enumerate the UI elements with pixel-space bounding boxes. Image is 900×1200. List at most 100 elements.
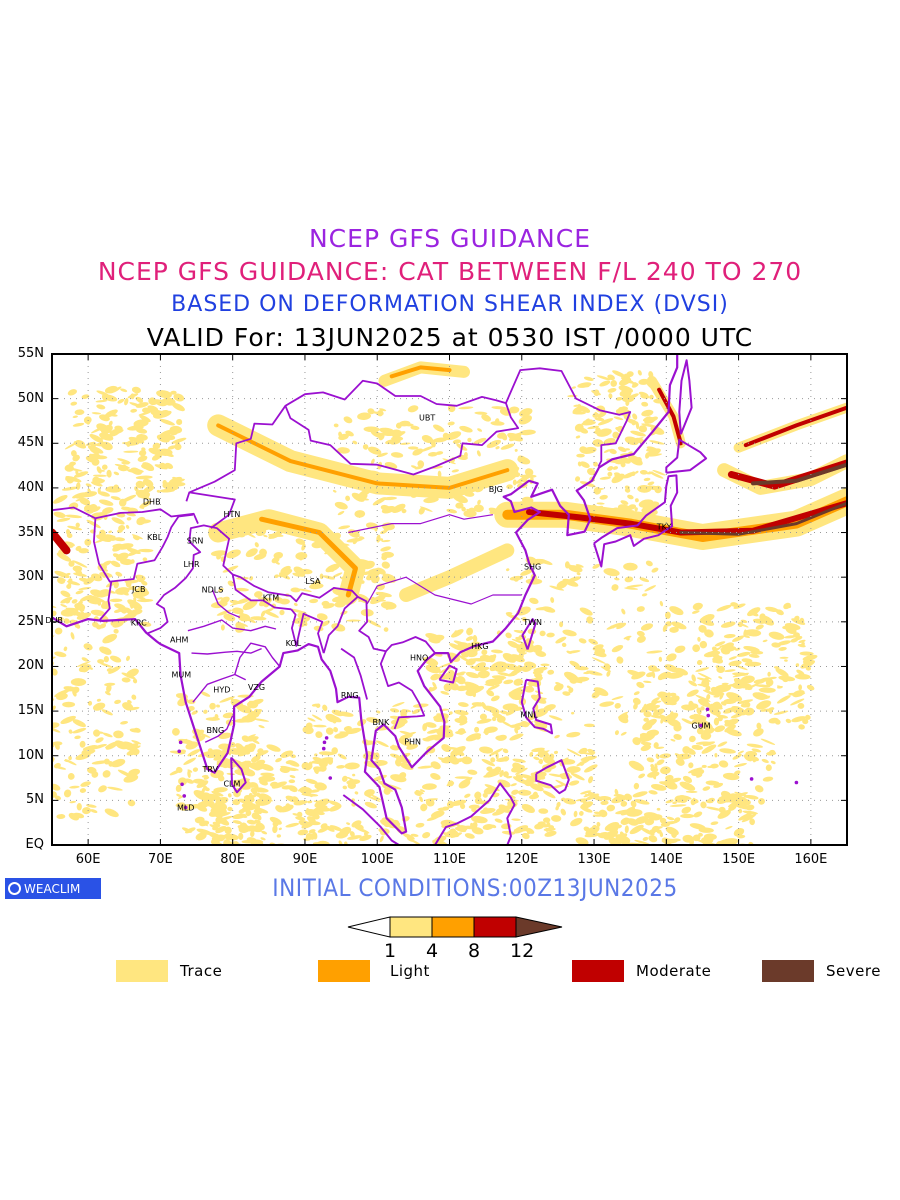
trace-speckle <box>491 649 503 654</box>
trace-speckle <box>133 596 137 602</box>
trace-speckle <box>548 825 555 831</box>
trace-speckle <box>80 497 91 506</box>
island-dot <box>322 740 327 745</box>
trace-speckle <box>71 450 77 457</box>
trace-speckle <box>495 666 507 673</box>
station-label: SRN <box>187 537 204 546</box>
scale-segment <box>473 916 517 938</box>
trace-speckle <box>437 807 450 811</box>
trace-speckle <box>266 744 281 752</box>
trace-speckle <box>325 825 335 832</box>
trace-speckle <box>314 805 328 814</box>
trace-speckle <box>290 608 306 614</box>
trace-speckle <box>795 663 800 667</box>
trace-speckle <box>529 794 540 800</box>
trace-speckle <box>314 579 321 586</box>
trace-speckle <box>338 525 351 530</box>
trace-speckle <box>562 579 569 583</box>
trace-speckle <box>465 733 482 742</box>
trace-speckle <box>713 717 720 726</box>
trace-speckle <box>85 417 91 425</box>
trace-speckle <box>742 810 758 815</box>
trace-speckle <box>427 452 438 457</box>
trace-speckle <box>318 751 335 756</box>
trace-speckle <box>613 416 624 421</box>
trace-speckle <box>692 834 701 842</box>
trace-speckle <box>518 415 532 425</box>
trace-speckle <box>630 800 637 808</box>
trace-speckle <box>778 646 787 651</box>
trace-speckle <box>509 667 524 676</box>
trace-speckle <box>134 486 139 492</box>
trace-speckle <box>68 541 75 547</box>
trace-speckle <box>352 537 358 545</box>
trace-speckle <box>309 794 313 798</box>
trace-speckle <box>285 760 295 765</box>
island-dot <box>178 740 183 745</box>
trace-speckle <box>390 452 404 458</box>
trace-speckle <box>627 393 639 400</box>
trace-speckle <box>52 727 61 733</box>
trace-speckle <box>485 678 503 686</box>
trace-speckle <box>433 713 449 723</box>
trace-speckle <box>139 415 151 423</box>
trace-speckle <box>607 466 614 471</box>
trace-speckle <box>805 666 812 671</box>
trace-speckle <box>86 766 97 774</box>
coastline-asia <box>52 354 679 835</box>
trace-speckle <box>148 447 164 456</box>
trace-speckle <box>352 440 358 445</box>
trace-speckle <box>309 598 319 604</box>
trace-speckle <box>142 557 148 562</box>
border-indochina <box>379 650 426 730</box>
trace-speckle <box>90 573 103 582</box>
trace-speckle <box>441 744 452 752</box>
trace-speckle <box>651 697 660 703</box>
trace-speckle <box>311 703 320 707</box>
trace-speckle <box>297 829 309 836</box>
trace-speckle <box>194 816 205 824</box>
trace-speckle <box>498 804 511 813</box>
trace-speckle <box>512 479 517 486</box>
trace-speckle <box>543 704 556 712</box>
trace-speckle <box>96 466 102 474</box>
trace-speckle <box>345 495 351 502</box>
trace-speckle <box>477 670 490 679</box>
trace-speckle <box>600 800 609 805</box>
trace-speckle <box>624 448 630 451</box>
trace-speckle <box>737 750 744 754</box>
trace-speckle <box>218 732 232 740</box>
trace-speckle <box>253 553 267 560</box>
coastline-mindanao <box>535 759 570 795</box>
trace-speckle <box>711 646 718 652</box>
trace-speckle <box>593 430 608 436</box>
trace-speckle <box>739 796 746 801</box>
trace-speckle <box>171 437 187 444</box>
trace-speckle <box>526 828 532 835</box>
trace-speckle <box>283 753 287 757</box>
border-india-north <box>147 524 359 654</box>
trace-speckle <box>167 445 176 450</box>
trace-speckle <box>456 676 466 685</box>
trace-speckle <box>689 838 694 845</box>
trace-speckle <box>217 842 228 845</box>
trace-speckle <box>260 772 275 777</box>
trace-speckle <box>32 648 44 657</box>
trace-speckle <box>644 585 657 592</box>
trace-speckle <box>96 698 101 702</box>
trace-speckle <box>433 437 448 443</box>
trace-speckle <box>575 476 581 482</box>
trace-speckle <box>293 602 298 607</box>
trace-speckle <box>656 807 661 811</box>
coastline-sumatra <box>342 794 400 845</box>
trace-speckle <box>560 808 567 816</box>
trace-speckle <box>250 830 255 837</box>
trace-speckle <box>129 728 140 733</box>
trace-speckle <box>456 685 468 692</box>
trace-speckle <box>497 672 511 677</box>
island-dot <box>699 723 703 728</box>
trace-speckle <box>421 783 437 790</box>
trace-speckle <box>141 580 148 586</box>
trace-speckle <box>272 821 279 827</box>
